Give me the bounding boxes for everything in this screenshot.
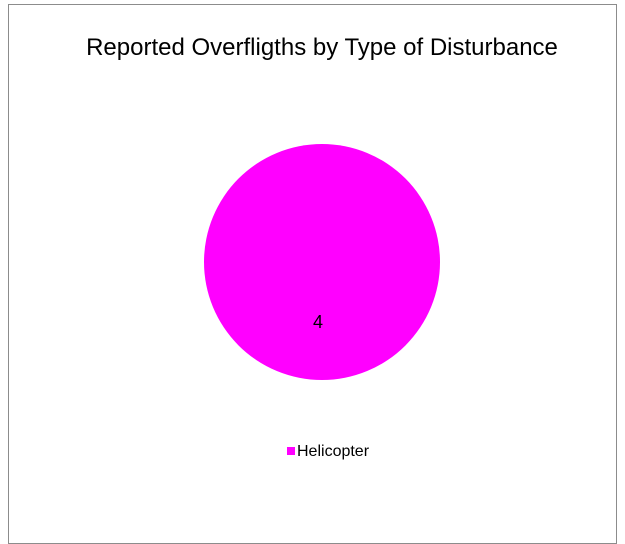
legend-swatch	[287, 447, 295, 455]
chart-title: Reported Overfligths by Type of Disturba…	[86, 34, 558, 61]
chart: 4 Helicopter	[204, 144, 440, 460]
page: {"chart_data": {"type": "pie", "title": …	[8, 4, 617, 544]
legend-label: Helicopter	[297, 443, 370, 460]
pie-slice	[204, 144, 440, 380]
data-label: 4	[313, 312, 323, 332]
